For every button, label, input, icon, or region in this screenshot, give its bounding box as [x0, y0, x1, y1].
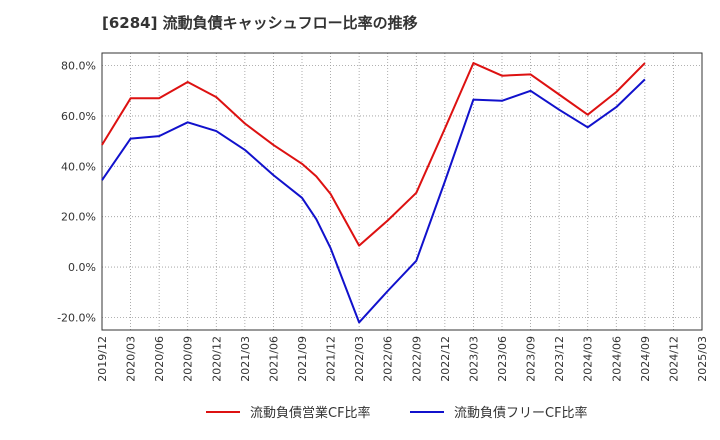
x-tick-label: 2020/06 — [153, 336, 166, 382]
y-tick-label: 0.0% — [68, 261, 96, 274]
y-tick-label: 20.0% — [61, 211, 96, 224]
x-tick-label: 2023/06 — [496, 336, 509, 382]
y-tick-label: -20.0% — [57, 311, 96, 324]
y-axis: 80.0% 60.0% 40.0% 20.0% 0.0% -20.0% — [57, 60, 96, 325]
plot-frame — [101, 52, 703, 331]
x-tick-label: 2024/12 — [667, 336, 680, 382]
legend-label-operating-cf: 流動負債営業CF比率 — [250, 406, 371, 421]
legend-swatch-free-cf — [410, 410, 444, 413]
x-tick-label: 2019/12 — [96, 336, 109, 382]
x-tick-label: 2022/12 — [439, 336, 452, 382]
legend-label-free-cf: 流動負債フリーCF比率 — [454, 406, 588, 421]
legend-swatch-operating-cf — [206, 410, 240, 413]
series-line-1 — [101, 78, 646, 324]
y-tick-label: 40.0% — [61, 160, 96, 173]
x-tick-label: 2023/03 — [467, 336, 480, 382]
x-tick-label: 2022/06 — [382, 336, 395, 382]
x-tick-label: 2022/09 — [410, 336, 423, 382]
y-tick-label: 60.0% — [61, 110, 96, 123]
y-tick-label: 80.0% — [61, 60, 96, 73]
x-tick-label: 2023/09 — [525, 336, 538, 382]
chart-title: [6284] 流動負債キャッシュフロー比率の推移 — [102, 14, 418, 32]
legend: 流動負債営業CF比率 流動負債フリーCF比率 — [0, 402, 720, 428]
x-tick-label: 2024/09 — [639, 336, 652, 382]
x-tick-label: 2024/03 — [582, 336, 595, 382]
series-line-0 — [101, 62, 646, 247]
x-tick-label: 2021/03 — [239, 336, 252, 382]
x-tick-label: 2020/03 — [125, 336, 138, 382]
series-layer — [101, 62, 646, 324]
x-tick-label: 2021/09 — [296, 336, 309, 382]
x-tick-label: 2023/12 — [553, 336, 566, 382]
x-axis: 2019/12 2020/03 2020/06 2020/09 2020/12 2021/… — [96, 336, 709, 382]
x-tick-label: 2020/09 — [182, 336, 195, 382]
x-tick-label: 2022/03 — [353, 336, 366, 382]
x-tick-label: 2021/12 — [325, 336, 338, 382]
x-tick-label: 2021/06 — [267, 336, 280, 382]
x-tick-label: 2025/03 — [696, 336, 709, 382]
x-tick-label: 2020/12 — [210, 336, 223, 382]
x-tick-label: 2024/06 — [610, 336, 623, 382]
legend-item-operating-cf: 流動負債営業CF比率 — [206, 402, 371, 421]
legend-item-free-cf: 流動負債フリーCF比率 — [410, 402, 588, 421]
